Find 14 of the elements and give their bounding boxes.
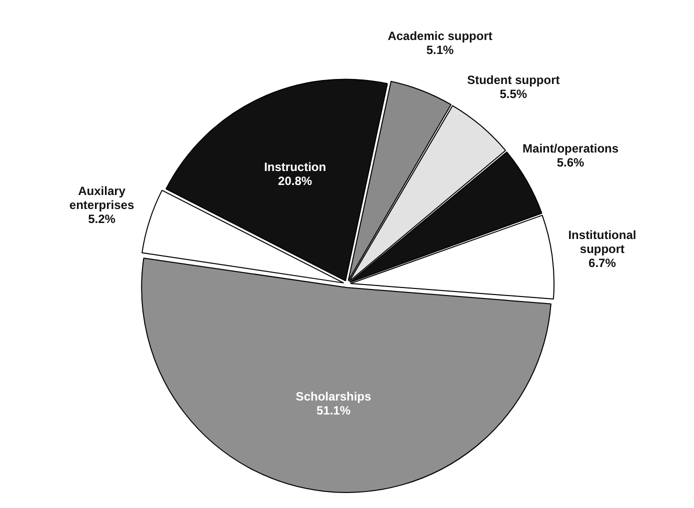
- data-label: 51.1%: [316, 403, 351, 418]
- slice-label: Maint/operations: [522, 142, 619, 156]
- data-label: 6.7%: [588, 256, 616, 270]
- data-label: 20.8%: [278, 174, 312, 188]
- data-label: 5.1%: [426, 43, 454, 58]
- data-label: 5.6%: [556, 156, 585, 170]
- data-label: 5.5%: [500, 86, 528, 101]
- data-label: 5.2%: [88, 212, 116, 226]
- slice-label: Institutional support: [568, 228, 636, 256]
- slice-label: Academic support: [388, 29, 492, 44]
- slice-label: Instruction: [264, 160, 326, 174]
- slice-label: Scholarships: [296, 389, 372, 404]
- slice-label: Auxilary enterprises: [69, 184, 134, 212]
- slice-label: Student support: [467, 72, 560, 87]
